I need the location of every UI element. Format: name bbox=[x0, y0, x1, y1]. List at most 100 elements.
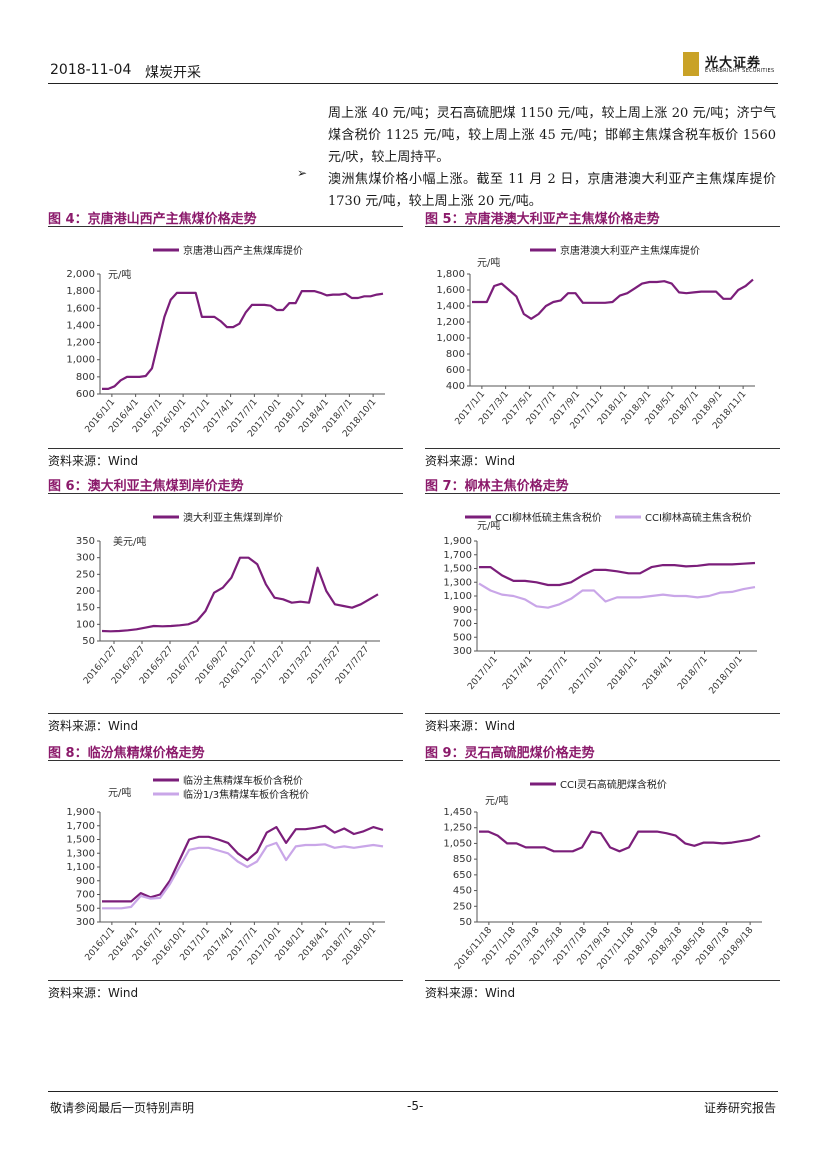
y-tick-label: 1,700 bbox=[66, 821, 95, 832]
footer-rule bbox=[48, 1091, 778, 1092]
x-tick-label: 2017/7/1 bbox=[536, 655, 570, 692]
y-tick-label: 1,400 bbox=[436, 301, 465, 312]
y-tick-label: 1,200 bbox=[436, 317, 465, 328]
body-text: 周上涨 40 元/吨；灵石高硫肥煤 1150 元/吨，较上周上涨 20 元/吨；… bbox=[328, 103, 776, 213]
x-tick-label: 2018/1/1 bbox=[606, 655, 640, 692]
y-tick-label: 1,600 bbox=[436, 285, 465, 296]
figure-8-chart: 元/吨 1,900 1,700 1,500 1,300 1,100 900 700 500 300… bbox=[66, 774, 385, 967]
figure-5-title: 图 5：京唐港澳大利亚产主焦煤价格走势 bbox=[425, 212, 660, 227]
figure-7-top-rule bbox=[425, 493, 780, 494]
y-tick-label: 1,000 bbox=[66, 355, 95, 366]
unit-label: 元/吨 bbox=[477, 519, 500, 532]
figure-5-top-rule bbox=[425, 226, 780, 227]
y-tick-label: 1,900 bbox=[66, 807, 95, 818]
y-tick-label: 250 bbox=[453, 901, 472, 912]
figure-4-bottom-rule bbox=[48, 448, 403, 449]
footer-disclaimer: 敬请参阅最后一页特别声明 bbox=[50, 1101, 195, 1115]
y-tick-label: 300 bbox=[76, 917, 95, 928]
y-tick-label: 1,250 bbox=[443, 823, 472, 834]
series-line-1 bbox=[101, 556, 379, 633]
figure-7-bottom-rule bbox=[425, 713, 780, 714]
y-tick-label: 1,800 bbox=[66, 286, 95, 297]
y-tick-label: 300 bbox=[76, 553, 95, 564]
figure-6-title: 图 6：澳大利亚主焦煤到岸价走势 bbox=[48, 479, 244, 494]
y-tick-label: 1,000 bbox=[436, 333, 465, 344]
y-tick-label: 900 bbox=[453, 605, 472, 616]
legend-label: 京唐港澳大利亚产主焦煤库提价 bbox=[560, 244, 700, 257]
legend-label: 临汾1/3焦精煤车板价含税价 bbox=[183, 788, 309, 801]
y-tick-label: 800 bbox=[76, 372, 95, 383]
y-tick-label: 1,050 bbox=[443, 838, 472, 849]
y-tick-label: 300 bbox=[453, 646, 472, 657]
legend-label: 京唐港山西产主焦煤库提价 bbox=[183, 244, 303, 257]
logo-english: EVERBRIGHT SECURITIES bbox=[705, 68, 775, 74]
unit-label: 美元/吨 bbox=[113, 535, 146, 548]
y-tick-label: 150 bbox=[76, 603, 95, 614]
y-tick-label: 50 bbox=[82, 636, 95, 647]
y-tick-label: 600 bbox=[76, 389, 95, 400]
y-tick-label: 1,300 bbox=[443, 577, 472, 588]
y-tick-label: 1,800 bbox=[436, 269, 465, 280]
figure-8-bottom-rule bbox=[48, 980, 403, 981]
y-tick-label: 650 bbox=[453, 870, 472, 881]
legend-label: 澳大利亚主焦煤到岸价 bbox=[183, 511, 283, 524]
y-tick-label: 1,500 bbox=[66, 835, 95, 846]
x-tick-label: 2017/4/1 bbox=[501, 655, 535, 692]
unit-label: 元/吨 bbox=[477, 256, 500, 269]
figure-7-source: 资料来源：Wind bbox=[425, 719, 516, 733]
header-rule bbox=[48, 83, 778, 84]
y-tick-label: 1,200 bbox=[66, 338, 95, 349]
bullet-arrow-icon: ➢ bbox=[297, 166, 308, 180]
figure-4-source: 资料来源：Wind bbox=[48, 454, 139, 468]
unit-label: 元/吨 bbox=[485, 794, 508, 807]
figure-6-top-rule bbox=[48, 493, 403, 494]
legend-label: CCI灵石高硫肥煤含税价 bbox=[560, 778, 667, 791]
y-tick-label: 1,100 bbox=[66, 862, 95, 873]
series-line-1 bbox=[102, 824, 384, 903]
x-tick-label: 2018/10/1 bbox=[707, 655, 744, 697]
figure-6-chart: 美元/吨350300250200150100502016/1/272016/3/… bbox=[76, 511, 380, 691]
x-tick-label: 2018/4/1 bbox=[641, 655, 675, 692]
y-tick-label: 350 bbox=[76, 536, 95, 547]
series-line-1 bbox=[472, 278, 754, 320]
figure-6-source: 资料来源：Wind bbox=[48, 719, 139, 733]
figure-9-source: 资料来源：Wind bbox=[425, 986, 516, 1000]
paragraph-2: 澳洲焦煤价格小幅上涨。截至 11 月 2 日，京唐港澳大利亚产主焦煤库提价 17… bbox=[328, 172, 776, 209]
figure-5-chart: 元/吨1,8001,6001,4001,2001,000800600400201… bbox=[436, 244, 755, 431]
y-tick-label: 700 bbox=[453, 619, 472, 630]
figure-5-source: 资料来源：Wind bbox=[425, 454, 516, 468]
figure-8-title: 图 8：临汾焦精煤价格走势 bbox=[48, 746, 205, 761]
y-tick-label: 1,700 bbox=[443, 550, 472, 561]
header-date: 2018-11-04 bbox=[50, 62, 132, 78]
logo-mark-icon bbox=[683, 52, 699, 76]
header-section: 煤炭开采 bbox=[145, 65, 201, 81]
figure-4-top-rule bbox=[48, 226, 403, 227]
y-tick-label: 600 bbox=[446, 365, 465, 376]
figure-4-chart: 元/吨2,0001,8001,6001,4001,2001,0008006002… bbox=[66, 244, 385, 439]
x-tick-label: 2017/10/1 bbox=[567, 655, 604, 697]
y-tick-label: 800 bbox=[446, 349, 465, 360]
y-tick-label: 100 bbox=[76, 619, 95, 630]
y-tick-label: 2,000 bbox=[66, 269, 95, 280]
series-line-1 bbox=[102, 289, 384, 390]
y-tick-label: 1,450 bbox=[443, 807, 472, 818]
y-tick-label: 500 bbox=[453, 632, 472, 643]
y-tick-label: 1,500 bbox=[443, 564, 472, 575]
unit-label: 元/吨 bbox=[108, 786, 131, 799]
y-tick-label: 50 bbox=[459, 917, 472, 928]
x-tick-label: 2018/7/1 bbox=[676, 655, 710, 692]
figure-9-bottom-rule bbox=[425, 980, 780, 981]
paragraph-1: 周上涨 40 元/吨；灵石高硫肥煤 1150 元/吨，较上周上涨 20 元/吨；… bbox=[328, 106, 776, 165]
y-tick-label: 1,100 bbox=[443, 591, 472, 602]
y-tick-label: 700 bbox=[76, 890, 95, 901]
legend-label: CCI柳林高硫主焦含税价 bbox=[645, 511, 752, 524]
y-tick-label: 1,600 bbox=[66, 303, 95, 314]
y-tick-label: 850 bbox=[453, 854, 472, 865]
figure-5-bottom-rule bbox=[425, 448, 780, 449]
page-number: -5- bbox=[407, 1099, 424, 1113]
legend-label: CCI柳林低硫主焦含税价 bbox=[495, 511, 602, 524]
legend-label: 临汾主焦精煤车板价含税价 bbox=[183, 774, 303, 787]
footer-report-type: 证券研究报告 bbox=[704, 1101, 777, 1115]
y-tick-label: 500 bbox=[76, 903, 95, 914]
figure-7-title: 图 7：柳林主焦价格走势 bbox=[425, 479, 569, 494]
